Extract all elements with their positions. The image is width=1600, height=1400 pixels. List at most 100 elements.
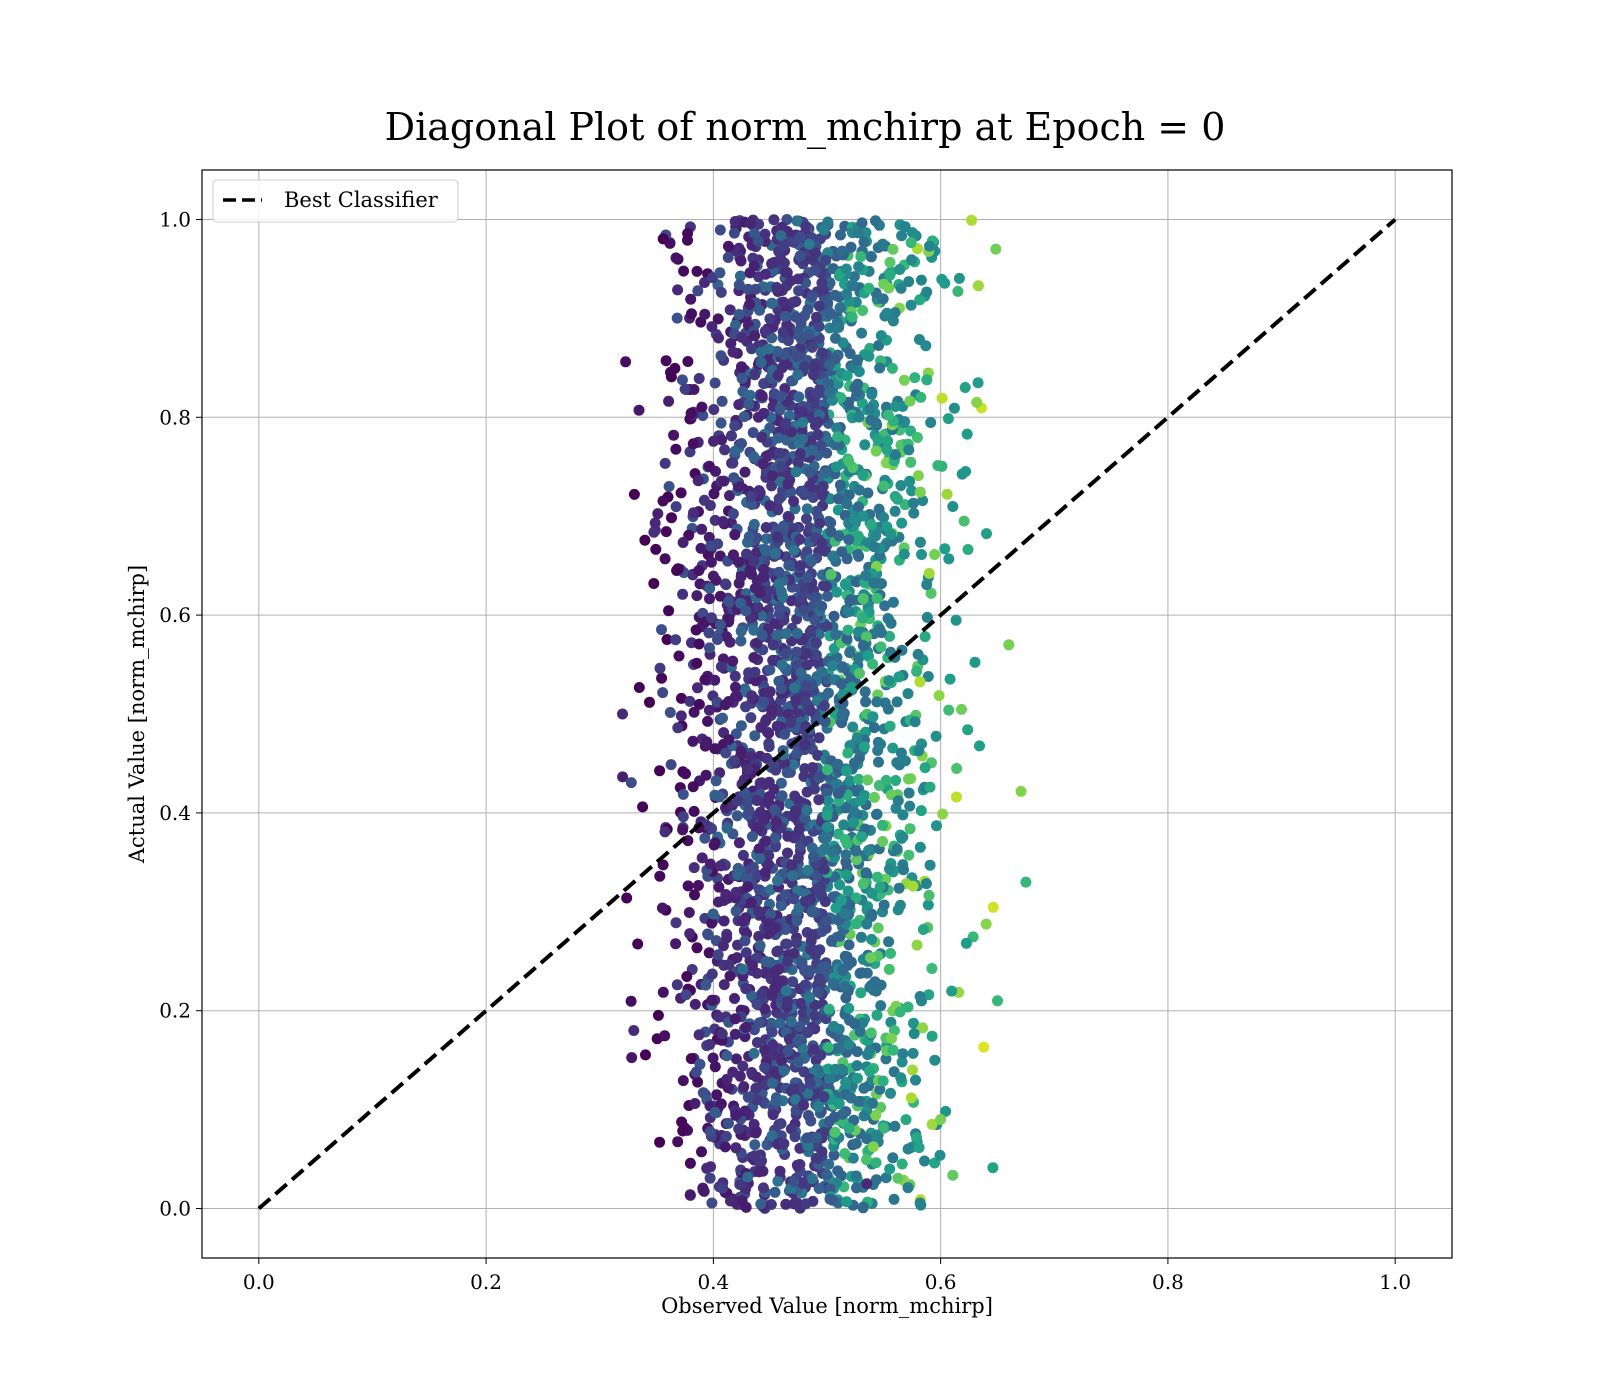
scatter-point: [771, 281, 783, 293]
scatter-point: [663, 395, 675, 407]
scatter-point: [756, 629, 768, 641]
scatter-point: [679, 383, 691, 395]
scatter-point: [791, 627, 803, 639]
scatter-point: [939, 543, 951, 555]
scatter-point: [792, 273, 804, 285]
scatter-point: [684, 1157, 696, 1169]
scatter-point: [866, 388, 878, 400]
scatter-point: [701, 736, 713, 748]
scatter-point: [693, 638, 705, 650]
scatter-point: [790, 805, 801, 817]
scatter-point: [748, 518, 760, 530]
scatter-point: [847, 721, 859, 733]
scatter-point: [782, 830, 794, 842]
scatter-point: [805, 555, 817, 567]
scatter-point: [937, 808, 949, 820]
scatter-point: [730, 905, 742, 917]
scatter-point: [854, 1026, 866, 1038]
scatter-point: [911, 665, 923, 677]
scatter-point: [782, 708, 794, 720]
scatter-point: [884, 1163, 896, 1175]
scatter-point: [844, 647, 856, 659]
reference-line-layer: [257, 217, 1397, 1211]
scatter-point: [900, 1114, 912, 1126]
x-tick-label: 1.0: [1379, 1270, 1411, 1294]
scatter-point: [810, 1131, 822, 1143]
scatter-point: [748, 652, 760, 663]
scatter-point: [870, 1174, 882, 1186]
scatter-point: [842, 747, 854, 759]
scatter-point: [803, 238, 815, 250]
scatter-point: [921, 611, 933, 623]
scatter-point: [800, 679, 812, 691]
scatter-point: [759, 325, 771, 337]
scatter-point: [703, 627, 715, 639]
scatter-point: [827, 550, 839, 562]
scatter-point: [887, 1152, 899, 1164]
scatter-point: [722, 240, 734, 252]
scatter-point: [917, 924, 929, 935]
scatter-point: [727, 346, 739, 358]
scatter-point: [687, 781, 699, 793]
scatter-point: [801, 572, 813, 584]
scatter-point: [925, 417, 937, 428]
scatter-point: [718, 475, 730, 487]
scatter-point: [703, 531, 715, 543]
scatter-point: [640, 1049, 651, 1061]
scatter-point: [804, 626, 816, 638]
scatter-point: [819, 896, 831, 908]
scatter-point: [923, 989, 935, 1001]
scatter-point: [892, 1172, 904, 1184]
scatter-point: [692, 880, 704, 891]
scatter-point: [731, 810, 743, 822]
scatter-point: [890, 775, 902, 786]
scatter-point: [637, 801, 649, 813]
scatter-point: [856, 831, 868, 843]
scatter-point: [737, 963, 749, 975]
scatter-point: [856, 217, 868, 229]
scatter-point: [720, 579, 732, 591]
scatter-point: [790, 695, 802, 707]
scatter-point: [774, 1017, 786, 1029]
scatter-point: [906, 254, 918, 266]
scatter-point: [793, 285, 805, 297]
scatter-point: [760, 522, 772, 533]
scatter-point: [758, 571, 769, 583]
scatter-point: [654, 870, 666, 882]
legend-box: [212, 179, 459, 223]
scatter-point: [877, 1122, 889, 1134]
scatter-point: [818, 224, 830, 236]
scatter-point: [778, 520, 789, 532]
scatter-point: [696, 401, 708, 413]
scatter-point: [625, 995, 637, 1007]
scatter-point: [723, 959, 735, 971]
scatter-point: [833, 439, 845, 451]
scatter-point: [743, 399, 755, 410]
scatter-point: [872, 434, 884, 445]
scatter-point: [891, 757, 903, 769]
scatter-point: [714, 267, 726, 279]
scatter-point: [956, 703, 967, 715]
scatter-point: [757, 1165, 769, 1177]
scatter-point: [858, 1082, 870, 1094]
scatter-point: [816, 846, 827, 858]
scatter-point: [867, 1141, 879, 1153]
scatter-point: [980, 918, 992, 930]
scatter-point: [842, 624, 854, 636]
scatter-point: [716, 434, 728, 446]
scatter-point: [649, 517, 661, 529]
scatter-point: [723, 596, 735, 607]
scatter-point: [693, 565, 705, 576]
scatter-point: [902, 688, 914, 700]
plot-frame: [201, 169, 1453, 1259]
scatter-point: [700, 979, 712, 991]
scatter-point: [843, 534, 855, 546]
scatter-point: [678, 265, 690, 277]
scatter-point: [737, 1060, 749, 1072]
scatter-point: [759, 228, 771, 240]
scatter-point: [835, 678, 847, 689]
scatter-point: [920, 878, 932, 890]
scatter-point: [703, 460, 715, 472]
scatter-point: [735, 720, 747, 732]
scatter-point: [850, 892, 862, 904]
